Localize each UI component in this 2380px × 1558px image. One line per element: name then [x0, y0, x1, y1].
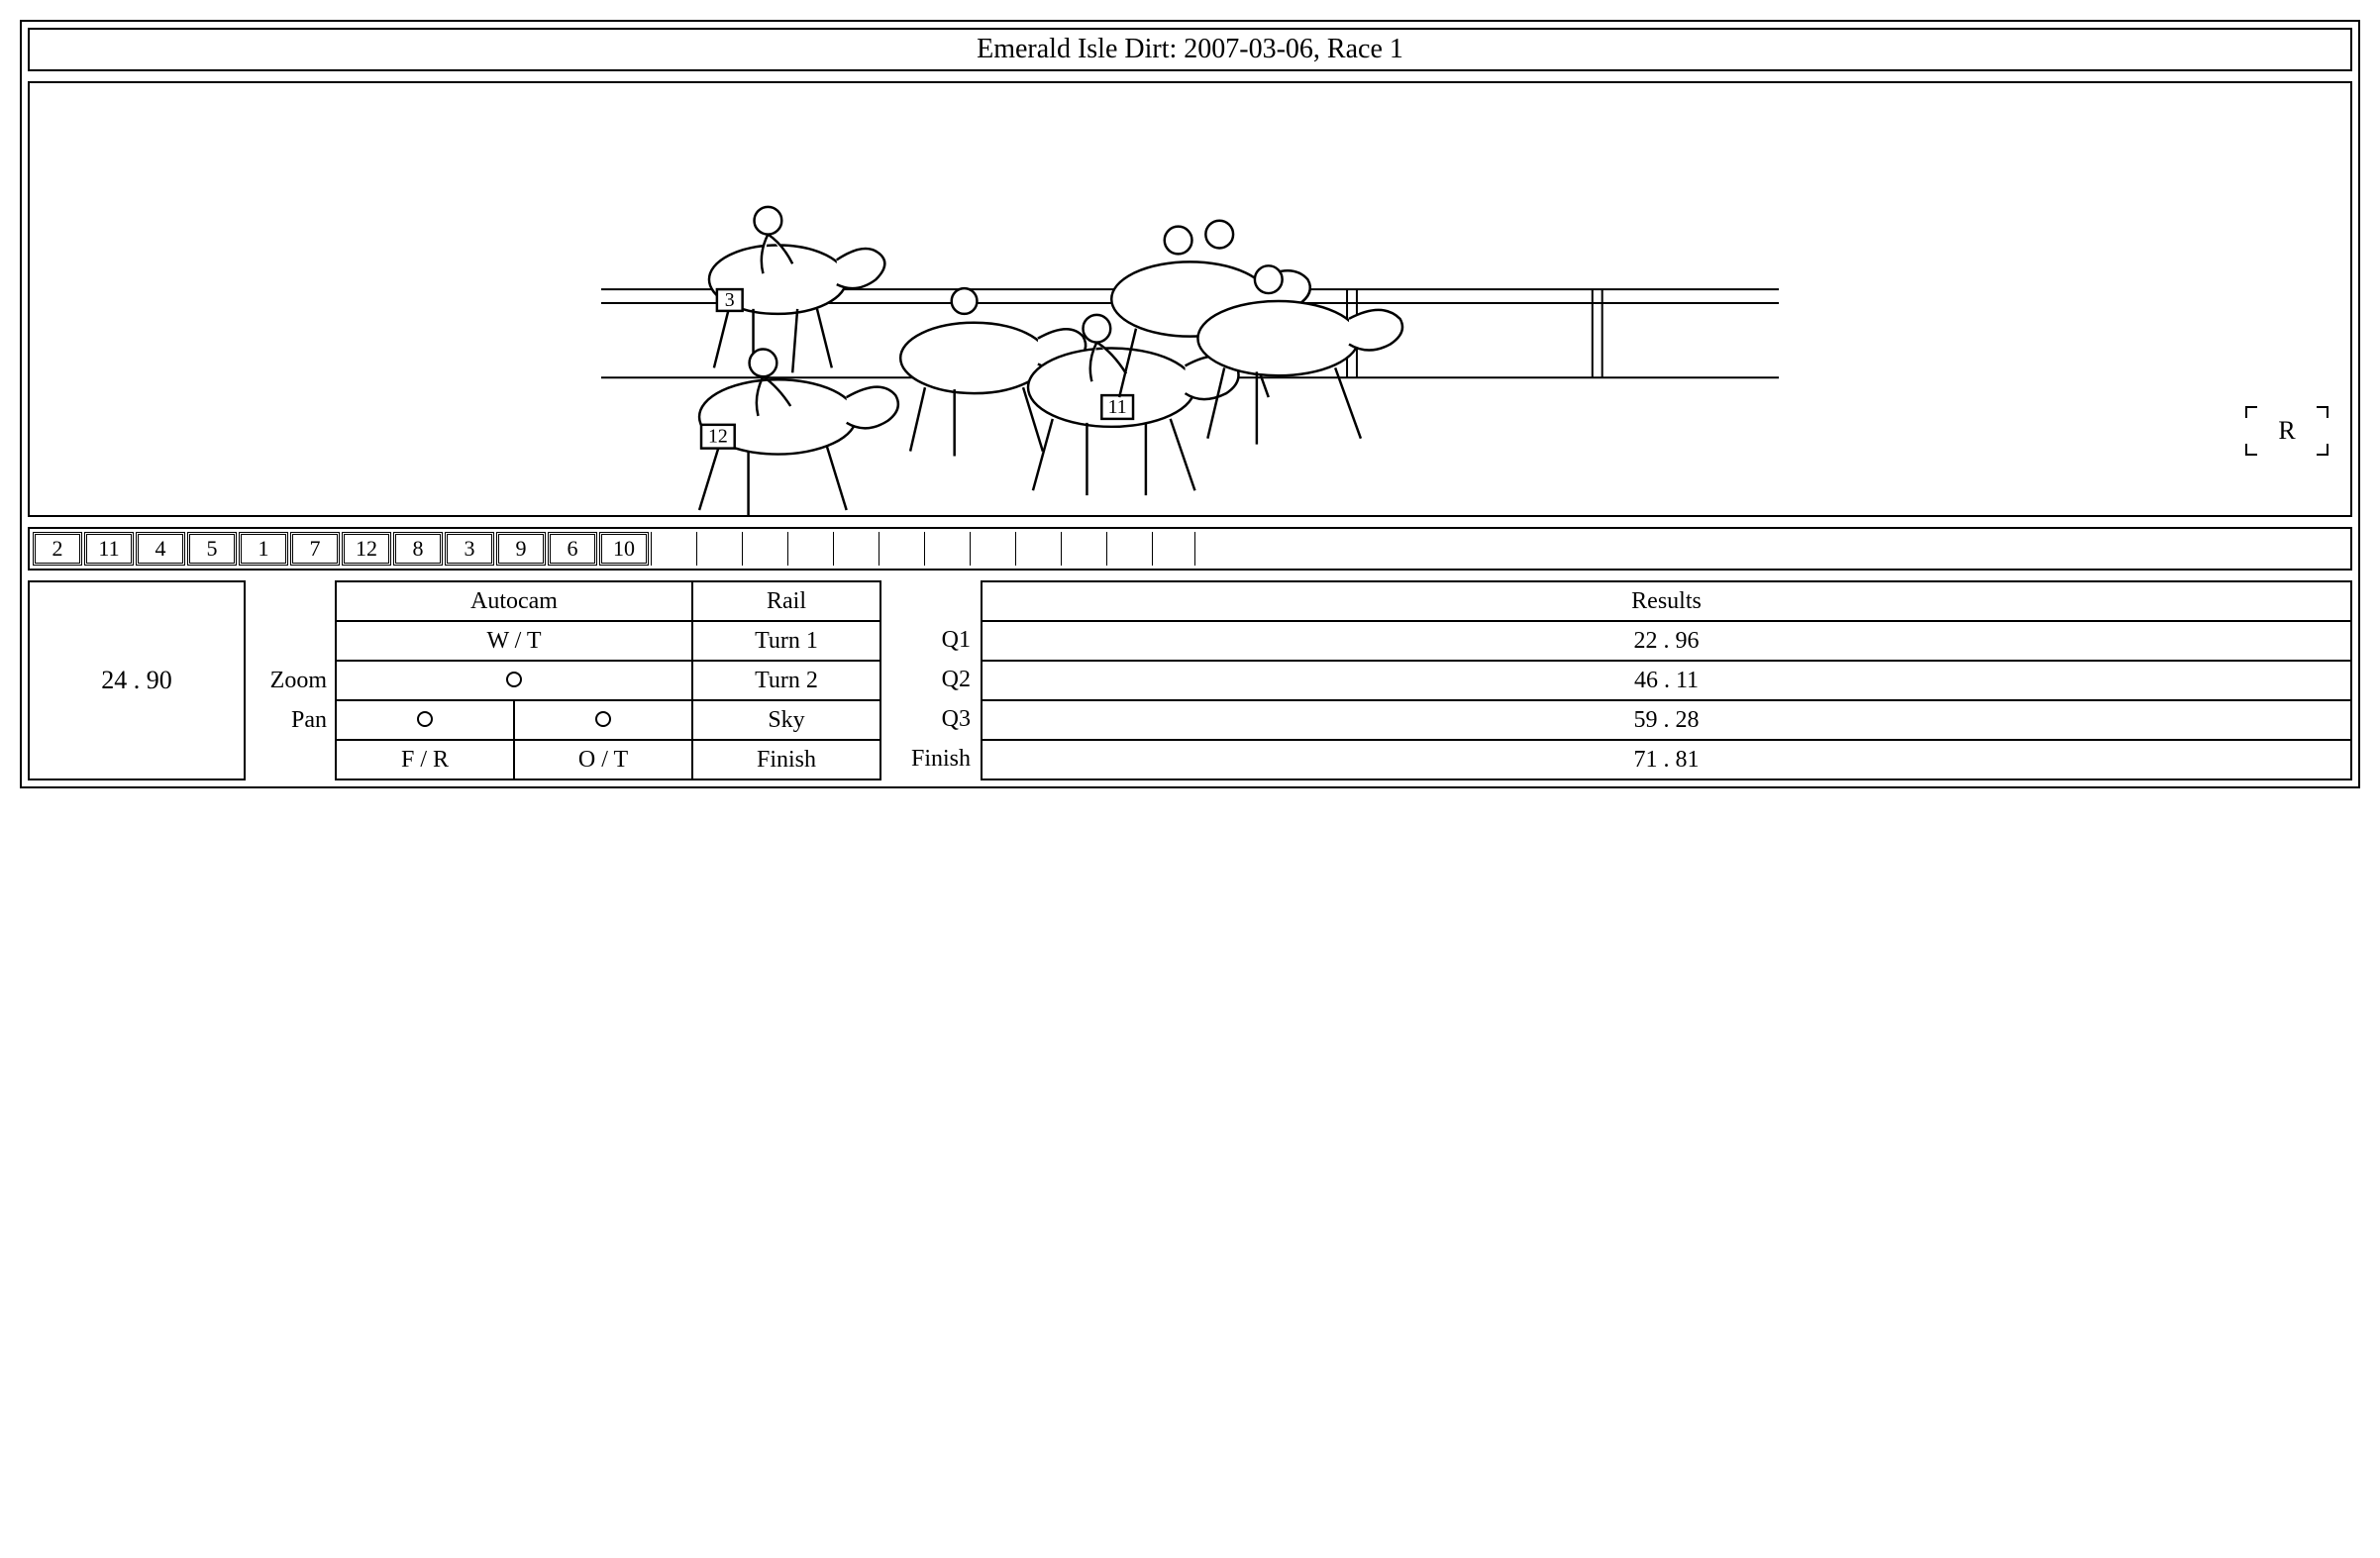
wt-button[interactable]: W / T: [336, 621, 692, 661]
position-slot[interactable]: 9: [496, 532, 546, 566]
position-slot[interactable]: 11: [84, 532, 134, 566]
zoom-pan-labels: Zoom Pan: [246, 580, 335, 780]
turn1-cam-button[interactable]: Turn 1: [692, 621, 880, 661]
position-slot-empty: [742, 532, 785, 566]
position-slot-empty: [970, 532, 1013, 566]
pan-right-control[interactable]: [514, 700, 692, 740]
race-timer-value: 24 . 90: [101, 666, 172, 695]
pan-label: Pan: [291, 700, 327, 740]
camera-control-grid: Autocam Rail W / T Turn 1 Turn 2 Sky F /…: [335, 580, 881, 780]
finish-cam-button[interactable]: Finish: [692, 740, 880, 779]
position-slot[interactable]: 7: [290, 532, 340, 566]
position-slot-empty: [651, 532, 694, 566]
zoom-label: Zoom: [270, 661, 327, 700]
position-slot-empty: [879, 532, 922, 566]
finish-time: 71 . 81: [982, 740, 2351, 779]
position-slot[interactable]: 10: [599, 532, 649, 566]
position-slot-empty: [924, 532, 968, 566]
saddle-number-11: 11: [1108, 396, 1127, 418]
race-viewport[interactable]: 3 12: [28, 81, 2352, 517]
position-slot-empty: [696, 532, 740, 566]
position-slot-empty: [833, 532, 877, 566]
position-slot[interactable]: 5: [187, 532, 237, 566]
fr-button[interactable]: F / R: [336, 740, 514, 779]
turn2-cam-button[interactable]: Turn 2: [692, 661, 880, 700]
q1-time: 22 . 96: [982, 621, 2351, 661]
position-slot[interactable]: 4: [136, 532, 185, 566]
race-scene-svg: 3 12: [30, 83, 2350, 515]
race-title: Emerald Isle Dirt: 2007-03-06, Race 1: [977, 34, 1403, 64]
position-slot[interactable]: 1: [239, 532, 288, 566]
record-indicator-label: R: [2278, 416, 2295, 446]
position-slot[interactable]: 12: [342, 532, 391, 566]
results-grid: Results 22 . 96 46 . 11 59 . 28 71 . 81: [981, 580, 2352, 780]
ot-button[interactable]: O / T: [514, 740, 692, 779]
q3-label: Q3: [881, 699, 981, 739]
q2-label: Q2: [881, 660, 981, 699]
control-panel: 24 . 90 Zoom Pan Autocam Rail W / T Turn…: [28, 580, 2352, 780]
q3-time: 59 . 28: [982, 700, 2351, 740]
position-slot-empty: [787, 532, 831, 566]
position-slot-empty: [1152, 532, 1195, 566]
title-bar: Emerald Isle Dirt: 2007-03-06, Race 1: [28, 28, 2352, 71]
position-slot-empty: [1061, 532, 1104, 566]
rail-cam-button[interactable]: Rail: [692, 581, 880, 621]
circle-icon: [595, 711, 611, 727]
position-slot[interactable]: 8: [393, 532, 443, 566]
q2-time: 46 . 11: [982, 661, 2351, 700]
autocam-button[interactable]: Autocam: [336, 581, 692, 621]
pan-left-control[interactable]: [336, 700, 514, 740]
position-slot[interactable]: 2: [33, 532, 82, 566]
split-labels: Q1 Q2 Q3 Finish: [881, 580, 981, 780]
saddle-number-3: 3: [725, 289, 735, 311]
position-slot-empty: [1106, 532, 1150, 566]
position-slot-empty: [1015, 532, 1059, 566]
saddle-number-12: 12: [708, 426, 728, 448]
position-slot[interactable]: 6: [548, 532, 597, 566]
finish-label: Finish: [881, 739, 981, 779]
race-timer: 24 . 90: [28, 580, 246, 780]
circle-icon: [506, 672, 522, 687]
position-slot[interactable]: 3: [445, 532, 494, 566]
circle-icon: [417, 711, 433, 727]
position-strip: 211451712839610: [28, 527, 2352, 571]
app-frame: Emerald Isle Dirt: 2007-03-06, Race 1: [20, 20, 2360, 788]
q1-label: Q1: [881, 620, 981, 660]
record-indicator: R: [2245, 406, 2328, 456]
zoom-slider[interactable]: [336, 661, 692, 700]
sky-cam-button[interactable]: Sky: [692, 700, 880, 740]
results-header: Results: [982, 581, 2351, 621]
